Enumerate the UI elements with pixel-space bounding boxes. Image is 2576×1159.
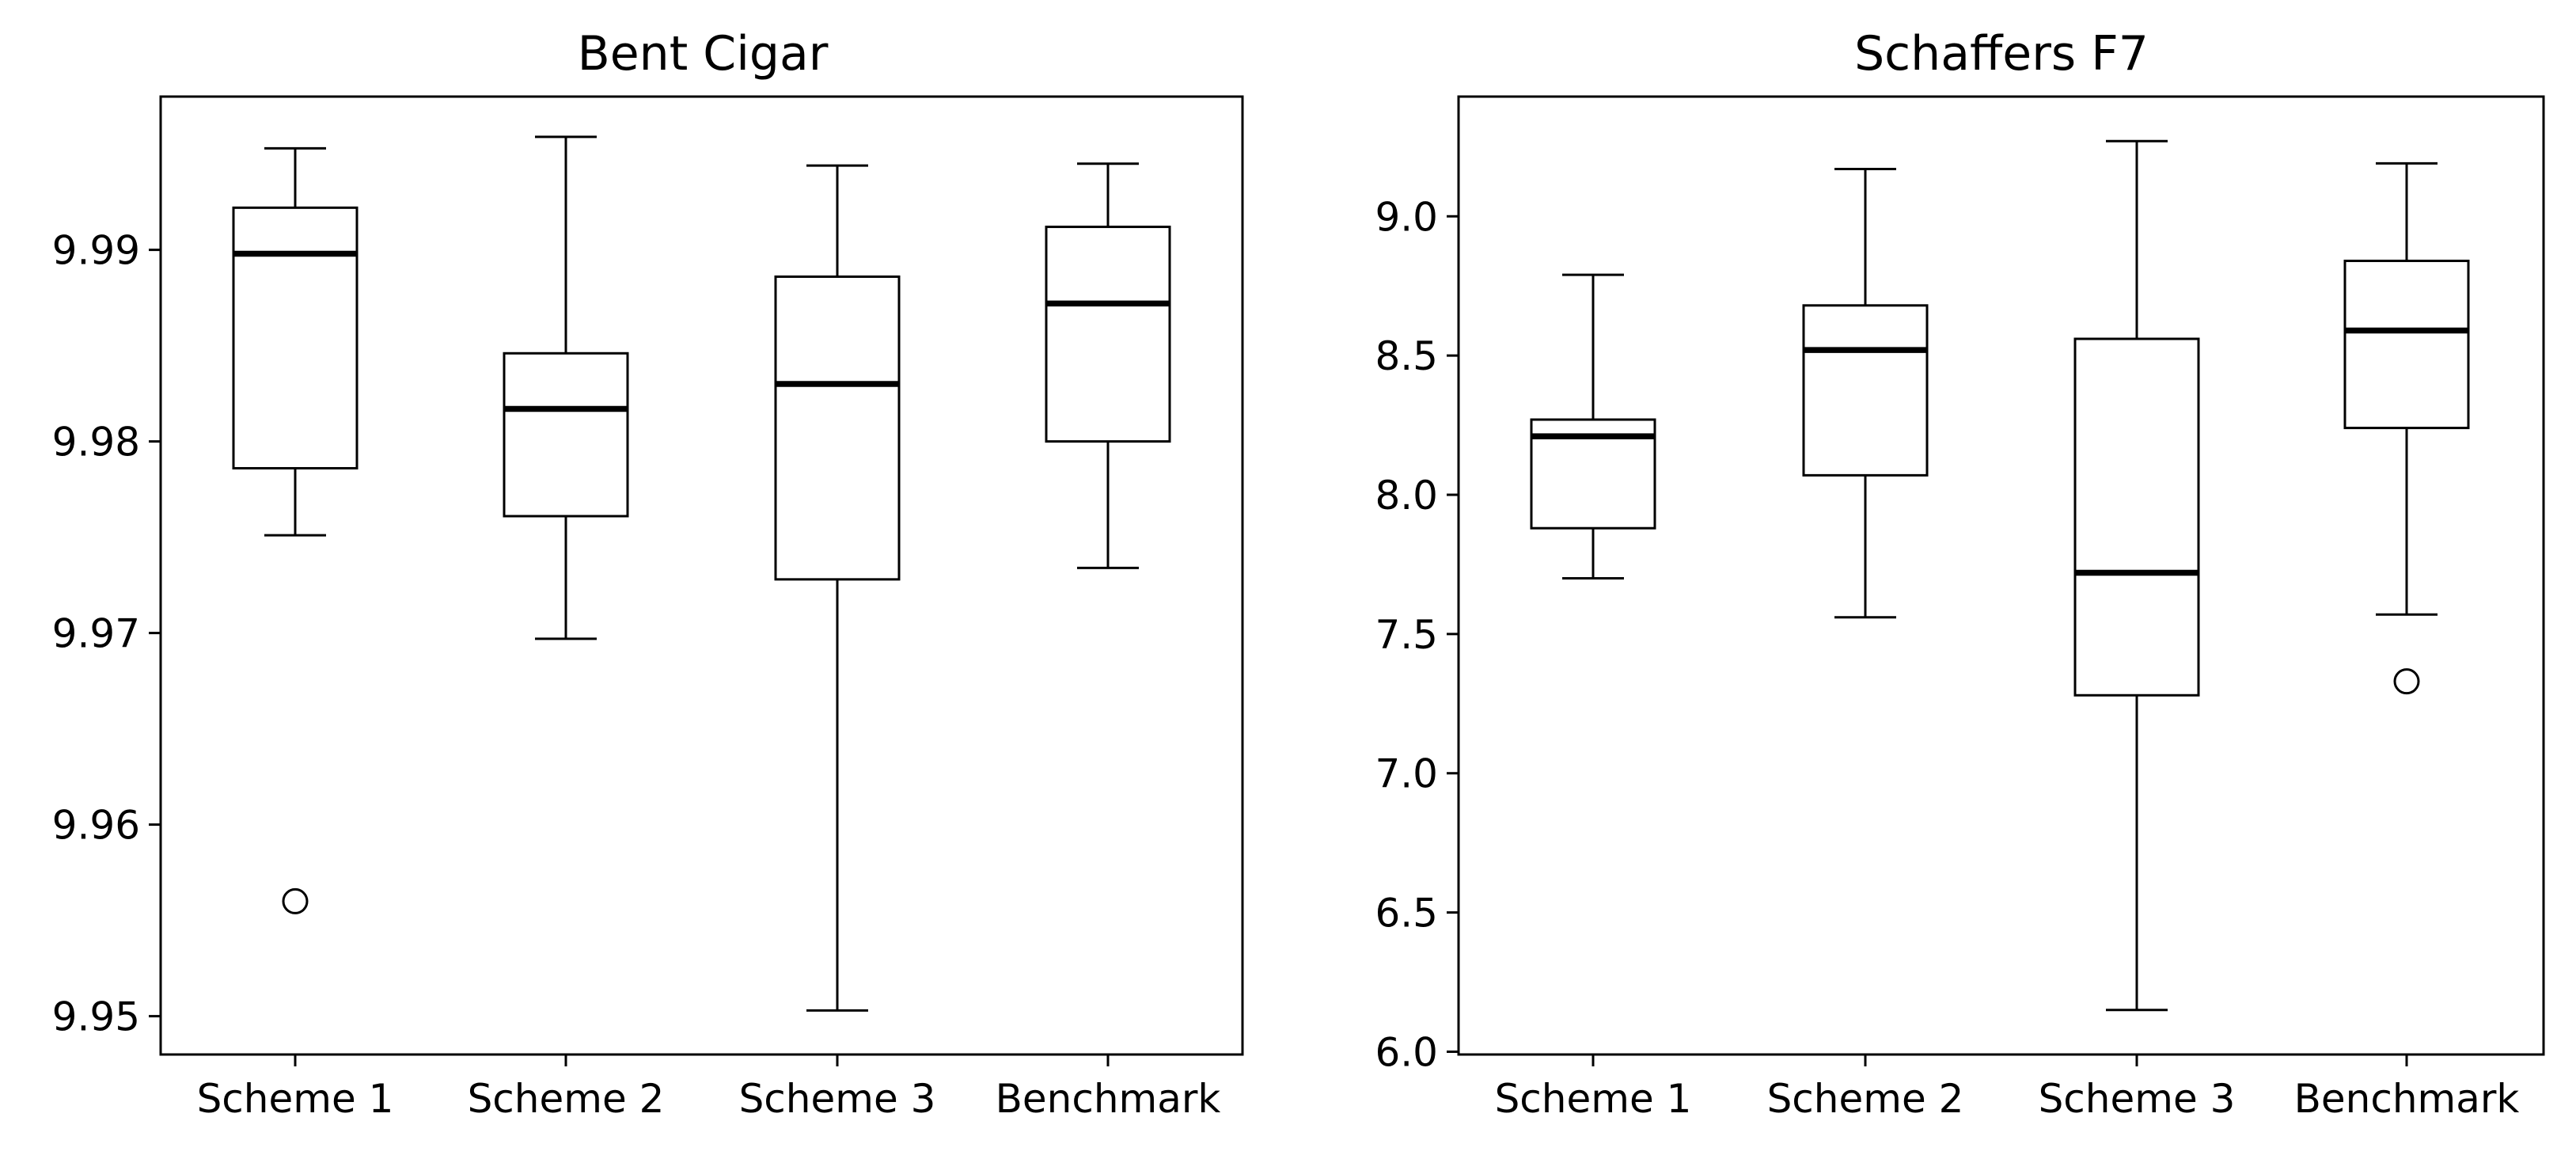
chart-title: Schaffers F7 <box>1854 26 2149 82</box>
outlier-point <box>282 887 309 914</box>
x-tick-label: Benchmark <box>2294 1076 2520 1122</box>
iqr-box <box>2073 337 2200 697</box>
y-tick-label: 8.5 <box>1375 333 1438 379</box>
y-tick-label: 8.0 <box>1375 473 1438 519</box>
x-tick-label: Scheme 3 <box>739 1076 936 1122</box>
box-scheme-1 <box>1530 273 1656 580</box>
y-tick-label: 9.95 <box>52 994 140 1040</box>
y-tick-label: 9.0 <box>1375 194 1438 240</box>
box-scheme-1 <box>232 146 359 914</box>
y-tick-label: 7.5 <box>1375 612 1438 658</box>
x-tick-label: Scheme 1 <box>197 1076 394 1122</box>
box-scheme-2 <box>503 135 629 640</box>
iqr-box <box>1530 418 1656 530</box>
y-tick-label: 9.99 <box>52 228 140 274</box>
box-scheme-2 <box>1802 167 1929 619</box>
iqr-box <box>2343 260 2470 430</box>
box-scheme-3 <box>774 164 901 1012</box>
outlier-point <box>2393 668 2420 695</box>
x-tick-label: Benchmark <box>996 1076 1221 1122</box>
x-tick-label: Scheme 3 <box>2039 1076 2236 1122</box>
axes-frame <box>1457 95 2545 1056</box>
bent-cigar-panel: Bent Cigar 9.95 9.96 9.97 9.98 9.99 Scheme 1 S… <box>52 26 1244 1122</box>
y-tick-label: 9.98 <box>52 420 140 466</box>
x-tick-label: Scheme 1 <box>1495 1076 1692 1122</box>
iqr-box <box>1045 226 1171 443</box>
y-tick-label: 6.0 <box>1375 1029 1438 1075</box>
axes-frame <box>159 95 1244 1056</box>
schaffers-f7-panel: Schaffers F7 6.0 6.5 7.0 7.5 8.0 8.5 9.0 Scheme… <box>1375 26 2545 1122</box>
iqr-box <box>503 352 629 518</box>
box-benchmark <box>1045 162 1171 569</box>
y-tick-label: 9.96 <box>52 803 140 849</box>
y-tick-label: 7.0 <box>1375 751 1438 797</box>
x-tick-label: Scheme 2 <box>468 1076 665 1122</box>
y-tick-label: 9.97 <box>52 611 140 657</box>
box-scheme-3 <box>2073 139 2200 1012</box>
iqr-box <box>1802 304 1929 477</box>
iqr-box <box>232 206 359 469</box>
chart-title: Bent Cigar <box>578 26 829 82</box>
iqr-box <box>774 275 901 581</box>
y-tick-label: 6.5 <box>1375 891 1438 937</box>
x-tick-label: Scheme 2 <box>1767 1076 1964 1122</box>
box-benchmark <box>2343 162 2470 695</box>
